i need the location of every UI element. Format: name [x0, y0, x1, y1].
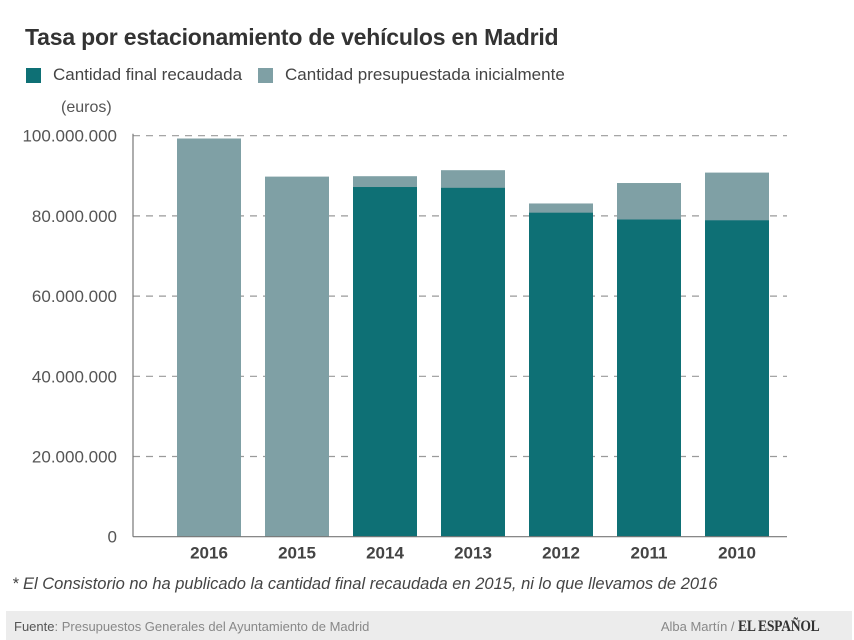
axes: [132, 133, 787, 538]
bar-final: [353, 187, 417, 537]
bar-budget: [177, 138, 241, 537]
x-tick-label: 2011: [631, 544, 668, 563]
source-text: : Presupuestos Generales del Ayuntamient…: [54, 619, 370, 634]
x-tick-label: 2016: [190, 544, 228, 563]
source-credit: Fuente: Presupuestos Generales del Ayunt…: [14, 619, 369, 634]
bar-final: [617, 219, 681, 537]
x-tick-label: 2014: [366, 544, 404, 563]
x-tick-label: 2012: [542, 544, 580, 563]
legend-label-final: Cantidad final recaudada: [53, 65, 243, 84]
bar-budget: [265, 176, 329, 537]
author-credit: Alba Martín / EL ESPAÑOL: [661, 618, 834, 636]
legend-item-budget: Cantidad presupuestada inicialmente: [258, 65, 565, 85]
bar-final: [441, 187, 505, 537]
y-axis-unit-label: (euros): [61, 99, 112, 116]
y-tick-label: 40.000.000: [32, 367, 117, 386]
bar-final: [705, 220, 769, 537]
footer: Fuente: Presupuestos Generales del Ayunt…: [6, 611, 852, 640]
legend-item-final: Cantidad final recaudada: [26, 65, 242, 85]
legend: Cantidad final recaudada Cantidad presup…: [26, 65, 581, 85]
footnote: * El Consistorio no ha publicado la cant…: [12, 575, 718, 593]
x-tick-label: 2013: [454, 544, 492, 563]
y-tick-label: 20.000.000: [32, 448, 117, 467]
legend-swatch-final: [26, 67, 41, 83]
x-tick-label: 2010: [718, 544, 756, 563]
source-label: Fuente: [14, 619, 55, 634]
y-tick-label: 80.000.000: [32, 207, 117, 226]
bar-final: [529, 212, 593, 537]
chart-title: Tasa por estacionamiento de vehículos en…: [25, 24, 559, 50]
bar-chart: 0 20.000.000 40.000.000 60.000.000 80.000.00…: [22, 127, 787, 563]
legend-swatch-budget: [258, 67, 274, 83]
y-tick-label: 60.000.000: [32, 287, 117, 306]
x-tick-label: 2015: [278, 544, 316, 563]
brand-logo: EL ESPAÑOL: [738, 618, 820, 635]
y-tick-label: 0: [108, 528, 117, 547]
tick-labels: 0 20.000.000 40.000.000 60.000.000 80.000.00…: [22, 127, 755, 563]
bars: [177, 138, 769, 537]
author-name: Alba Martín /: [660, 619, 739, 634]
y-tick-label: 100.000.000: [22, 127, 117, 146]
legend-label-budget: Cantidad presupuestada inicialmente: [285, 65, 565, 84]
